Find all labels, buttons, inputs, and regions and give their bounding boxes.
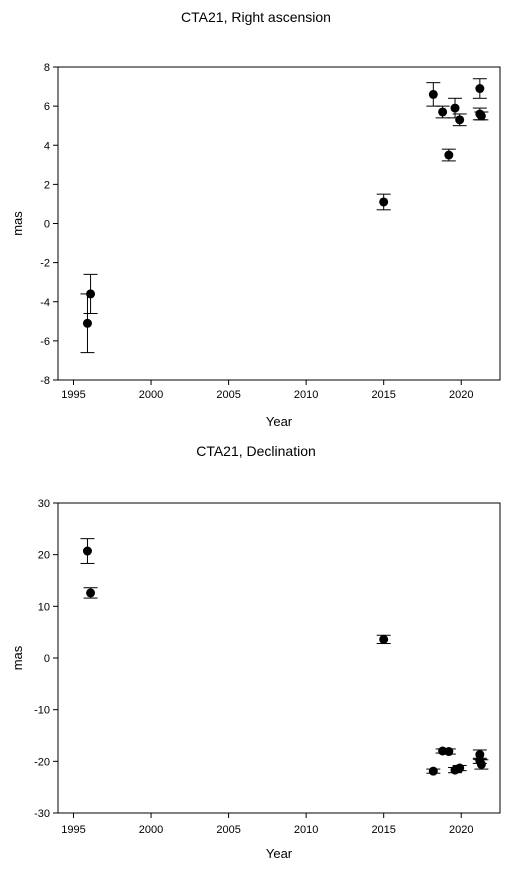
data-point [476,111,486,121]
data-point [82,546,92,556]
chart-title: CTA21, Right ascension [181,9,331,25]
data-point [428,89,438,99]
data-point [444,747,454,757]
plot-frame [57,502,501,814]
data-point [476,759,486,769]
y-tick-label: 2 [44,179,50,191]
y-tick-label: 0 [44,653,50,665]
data-point [455,115,465,125]
x-tick-label: 2015 [371,389,395,401]
x-axis-label: Year [266,846,293,861]
x-tick-label: 2015 [371,824,395,836]
y-tick-label: 0 [44,219,50,231]
y-axis-label: mas [10,211,25,236]
y-tick-label: 4 [44,140,50,152]
x-tick-label: 2020 [449,824,473,836]
y-tick-label: -8 [40,375,50,387]
data-point [86,588,96,598]
x-tick-label: 2020 [449,389,473,401]
y-tick-label: 8 [44,62,50,74]
x-tick-label: 2000 [139,389,163,401]
x-tick-label: 1995 [61,389,85,401]
data-point [86,289,96,299]
y-tick-label: 20 [38,550,50,562]
y-tick-label: 6 [44,101,50,113]
x-tick-label: 2005 [216,824,240,836]
x-tick-label: 2000 [139,824,163,836]
ra-chart: CTA21, Right ascension -8 -6 -4 -2 0 2 4 6 8 1995 2… [10,9,501,429]
x-tick-label: 2010 [294,389,318,401]
y-tick-label: 30 [38,498,50,510]
data-point [379,197,389,207]
y-tick-label: -10 [34,705,50,717]
data-point [450,103,460,113]
x-tick-label: 2005 [216,389,240,401]
data-point [438,107,448,117]
plot-frame [57,66,501,381]
y-tick-label: -6 [40,336,50,348]
y-tick-label: -4 [40,297,50,309]
data-point [455,763,465,773]
y-tick-label: 10 [38,601,50,613]
y-tick-label: -20 [34,756,50,768]
data-point [379,634,389,644]
data-point [82,318,92,328]
data-point [475,750,485,760]
x-tick-label: 2010 [294,824,318,836]
data-point [428,766,438,776]
data-point [475,84,485,94]
y-axis-label: mas [10,645,25,670]
y-tick-label: -30 [34,808,50,820]
y-tick-label: -2 [40,258,50,270]
data-point [444,150,454,160]
x-axis-label: Year [266,414,293,429]
chart-title: CTA21, Declination [196,443,316,459]
x-tick-label: 1995 [61,824,85,836]
dec-chart: CTA21, Declination -30 -20 -10 0 10 20 30 1995 20… [10,443,501,861]
